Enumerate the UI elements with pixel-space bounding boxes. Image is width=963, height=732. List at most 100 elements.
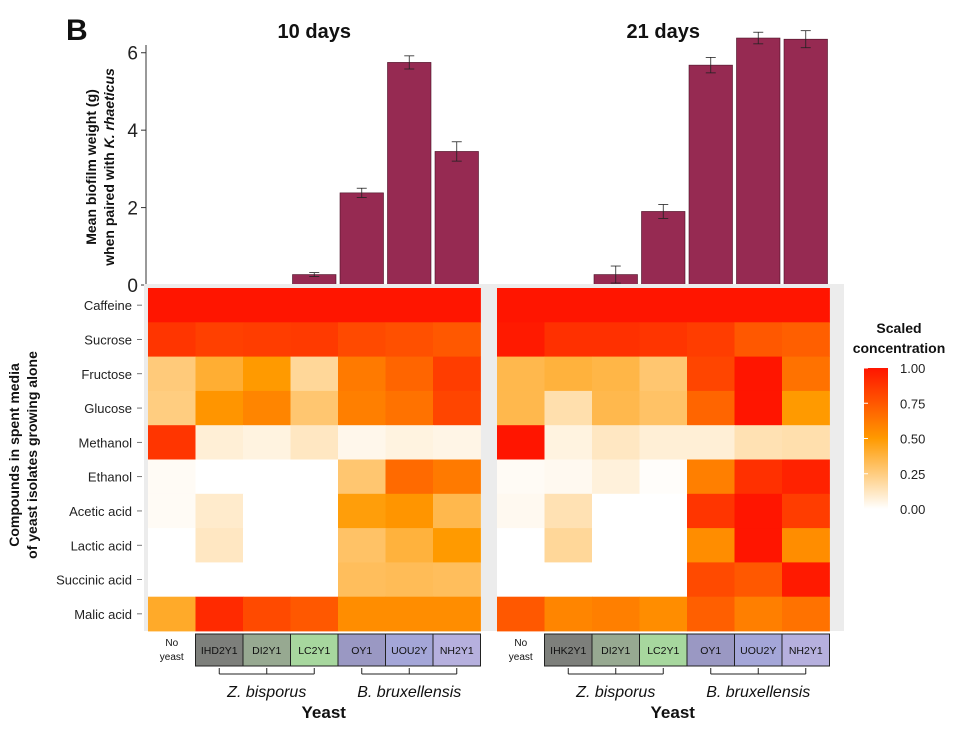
heatmap-cell (639, 596, 688, 632)
heatmap-cell (592, 459, 640, 495)
heatmap-cell (433, 528, 481, 563)
heatmap-cell (782, 425, 830, 460)
panel-letter: B (66, 14, 88, 47)
heatmap-cell (497, 459, 545, 495)
heatmap-cell (195, 459, 244, 495)
heatmap-cell (544, 493, 593, 529)
heatmap-cell (639, 288, 688, 323)
heatmap-cell (290, 562, 339, 598)
heatmap-cell (734, 596, 783, 632)
heatmap-cell (497, 528, 545, 563)
heatmap-cell (782, 390, 830, 426)
heatmap-cell (385, 288, 434, 323)
heatmap-cell (782, 459, 830, 495)
heatmap-cell (433, 596, 481, 632)
heatmap-cell (385, 596, 434, 632)
y-tick-label: 0 (127, 276, 138, 297)
heatmap-cell (497, 425, 545, 460)
heatmap-cell (734, 356, 783, 392)
heatmap-cell (148, 390, 196, 426)
heatmap-cell (385, 356, 434, 392)
error-bar (451, 141, 462, 162)
no-yeast-label: yeast (160, 652, 184, 663)
heatmap-cell (338, 288, 386, 323)
heatmap-cell (497, 596, 545, 632)
yeast-axis-right: No yeast IHK2Y1 DI2Y1 LC2Y1 OY1 UOU2Y NH2Y1 Z. b… (509, 633, 830, 722)
error-bar (610, 265, 621, 284)
legend-tick-label: 1.00 (900, 361, 925, 376)
heatmap-cell (148, 288, 196, 323)
bar (736, 37, 781, 286)
legend-title-line2: concentration (853, 340, 946, 356)
heatmap-cell (782, 596, 830, 632)
heatmap-cell (782, 562, 830, 598)
heatmap-cell (148, 356, 196, 392)
heatmap-cell (195, 390, 244, 426)
yeast-box-label: NH2Y1 (440, 645, 474, 657)
bar-panel-title: 21 days (627, 21, 700, 43)
legend-title-line1: Scaled (876, 320, 921, 336)
error-bar (753, 31, 764, 45)
heatmap-cell (243, 390, 291, 426)
heatmap-cell (243, 288, 291, 323)
heatmap-row-label: Succinic acid (56, 573, 132, 588)
heatmap-cell (687, 528, 735, 563)
heatmap-cell (195, 356, 244, 392)
bar (387, 62, 432, 286)
group-label-b-bruxellensis: B. bruxellensis (357, 684, 461, 701)
legend-tick-label: 0.00 (900, 502, 925, 517)
no-yeast-label: yeast (509, 652, 533, 663)
yeast-box (544, 633, 593, 667)
bar (688, 64, 733, 286)
y-tick-label: 2 (127, 199, 138, 220)
heatmap-cell (592, 288, 640, 323)
heatmap-cell (544, 596, 593, 632)
heat-y-title-line2: of yeast isolates growing alone (24, 351, 40, 559)
heatmap-cell (148, 425, 196, 460)
heatmap-cell (148, 562, 196, 598)
heatmap-cell (243, 459, 291, 495)
y-axis-title-bar: Mean biofilm weight (g) when paired with… (83, 68, 117, 267)
heatmap-row-label: Sucrose (84, 332, 132, 347)
heatmap-cell (148, 493, 196, 529)
heatmap-cell (592, 322, 640, 357)
legend-tick-label: 0.75 (900, 396, 925, 411)
yeast-box (781, 633, 830, 667)
heatmap-cell (782, 493, 830, 529)
error-bar (309, 272, 320, 277)
heatmap-cell (195, 596, 244, 632)
heatmap-cell (592, 356, 640, 392)
y-tick-label: 4 (127, 121, 138, 142)
heatmap-cell (639, 322, 688, 357)
heatmap-cell (433, 356, 481, 392)
heatmap-cell (639, 356, 688, 392)
heatmap-row-label: Glucose (84, 401, 132, 416)
heatmap-cell (544, 425, 593, 460)
heatmap-cell (148, 459, 196, 495)
error-bar (356, 187, 367, 198)
yeast-box-label: LC2Y1 (647, 645, 679, 657)
yeast-box-label: OY1 (700, 645, 721, 657)
heatmap-cell (148, 596, 196, 632)
heatmap-cell (497, 562, 545, 598)
heatmap-cell (592, 390, 640, 426)
bar (783, 38, 828, 286)
heatmap-row-labels: Caffeine Sucrose Fructose Glucose Methanol Et… (56, 298, 142, 622)
heatmap-cell (195, 288, 244, 323)
yeast-box-label: NH2Y1 (789, 645, 823, 657)
heatmap-cell (243, 425, 291, 460)
heatmap-cell (687, 493, 735, 529)
heatmap-cell (338, 459, 386, 495)
x-axis-title: Yeast (302, 703, 347, 722)
heatmap-cell (497, 356, 545, 392)
bar-y-axis: 0 2 4 6 (127, 44, 147, 297)
heatmap-cell (782, 528, 830, 563)
heatmap-10-days (148, 288, 481, 632)
heatmap-cell (687, 596, 735, 632)
group-label-z-bisporus: Z. bisporus (575, 684, 655, 701)
heatmap-cell (243, 493, 291, 529)
heatmap-cell (195, 528, 244, 563)
heatmap-cell (385, 425, 434, 460)
heatmap-cell (290, 322, 339, 357)
bar-chart-21-days: 21 days (498, 21, 828, 286)
